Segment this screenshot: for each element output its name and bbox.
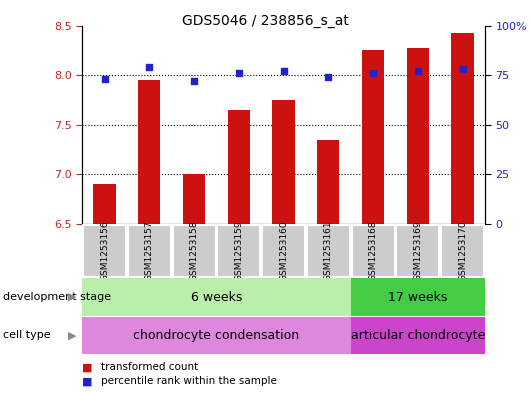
Point (145, 64, 154, 70)
Bar (452, 33, 474, 224)
Text: ■: ■ (82, 362, 93, 373)
Bar (351, 278, 485, 316)
Point (413, 68, 422, 74)
Bar (82, 278, 351, 316)
Text: GSM1253156: GSM1253156 (100, 220, 109, 281)
Bar (183, 174, 205, 224)
Text: development stage: development stage (3, 292, 111, 302)
Bar (227, 110, 250, 224)
Text: 17 weeks: 17 weeks (388, 290, 447, 304)
Text: ▶: ▶ (68, 292, 77, 302)
Bar (93, 184, 116, 224)
Point (100, 76, 109, 82)
Point (190, 78, 198, 84)
Text: GSM1253158: GSM1253158 (190, 220, 199, 281)
Bar (351, 317, 485, 354)
Text: GSM1253157: GSM1253157 (145, 220, 154, 281)
Bar (362, 50, 384, 224)
Bar (396, 224, 439, 277)
Bar (217, 224, 260, 277)
Bar (441, 224, 484, 277)
Text: ■: ■ (82, 376, 93, 386)
Text: transformed count: transformed count (101, 362, 198, 373)
Bar (128, 224, 171, 277)
Point (369, 70, 377, 76)
Text: GSM1253169: GSM1253169 (413, 220, 422, 281)
Bar (307, 224, 350, 277)
Text: GSM1253160: GSM1253160 (279, 220, 288, 281)
Text: GSM1253159: GSM1253159 (234, 220, 243, 281)
Point (279, 68, 288, 74)
Bar (138, 80, 161, 224)
Bar (407, 48, 429, 224)
Bar (351, 224, 394, 277)
Text: cell type: cell type (3, 331, 50, 340)
Bar (82, 317, 351, 354)
Bar (83, 224, 126, 277)
Text: articular chondrocyte: articular chondrocyte (351, 329, 485, 342)
Point (235, 70, 243, 76)
Text: chondrocyte condensation: chondrocyte condensation (134, 329, 299, 342)
Text: percentile rank within the sample: percentile rank within the sample (101, 376, 277, 386)
Text: GDS5046 / 238856_s_at: GDS5046 / 238856_s_at (182, 14, 348, 28)
Bar (262, 224, 305, 277)
Text: ▶: ▶ (68, 331, 77, 340)
Point (458, 66, 467, 72)
Text: GSM1253161: GSM1253161 (324, 220, 333, 281)
Text: 6 weeks: 6 weeks (191, 290, 242, 304)
Text: GSM1253170: GSM1253170 (458, 220, 467, 281)
Point (324, 74, 332, 80)
Bar (173, 224, 216, 277)
Bar (272, 100, 295, 224)
Bar (317, 140, 340, 224)
Text: GSM1253168: GSM1253168 (368, 220, 377, 281)
